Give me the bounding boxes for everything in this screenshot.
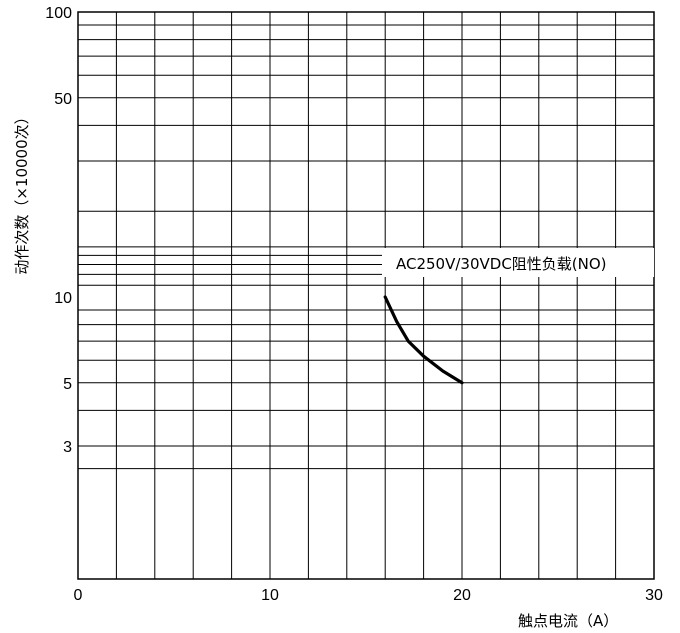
y-axis-label: 动作次数（×10000次） (13, 109, 31, 274)
x-tick-label: 30 (645, 587, 663, 604)
y-tick-label: 5 (63, 376, 72, 393)
x-tick-label: 0 (74, 587, 83, 604)
series-line (383, 295, 464, 385)
y-tick-label: 100 (45, 5, 72, 22)
y-tick-labels: 100 50 10 5 3 (45, 5, 72, 456)
y-tick-label: 3 (63, 439, 72, 456)
plot-frame (77, 11, 655, 580)
series-label: AC250V/30VDC阻性负载(NO) (396, 255, 607, 273)
annotation-background (382, 248, 654, 277)
y-tick-label: 10 (54, 290, 72, 307)
series-group (383, 295, 464, 385)
x-tick-label: 10 (261, 587, 279, 604)
y-tick-label: 50 (54, 91, 72, 108)
x-tick-labels: 0 10 20 30 (74, 587, 663, 604)
x-tick-label: 20 (453, 587, 471, 604)
x-axis-label: 触点电流（A） (518, 612, 618, 630)
grid (78, 12, 654, 579)
